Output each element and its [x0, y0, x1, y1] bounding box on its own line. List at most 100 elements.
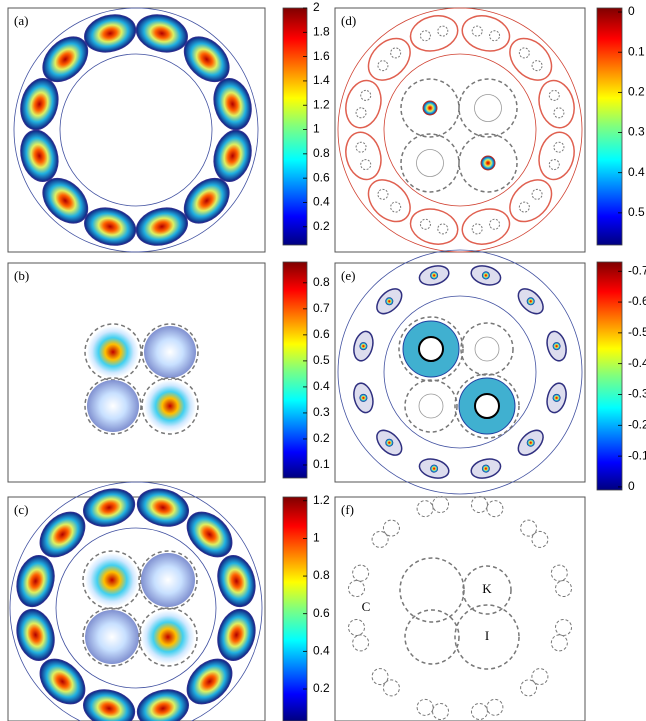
lobe-dot — [430, 464, 439, 473]
colorbar-tick-label: 0.5 — [313, 353, 330, 367]
lobe-shape — [135, 207, 188, 246]
lobe-dot — [531, 60, 543, 72]
lobe — [16, 608, 55, 661]
lobe-shape — [135, 14, 188, 53]
colorbar — [596, 7, 623, 246]
colorbar-tick-label: 0.7 — [313, 301, 330, 315]
colorbar-tick-label: 1.6 — [313, 49, 330, 63]
lobe-shape — [213, 78, 252, 131]
lobe — [348, 564, 370, 598]
lobe — [509, 179, 553, 223]
lobe-dot — [481, 271, 490, 280]
panel-label: (d) — [341, 13, 356, 28]
lobe — [461, 208, 511, 245]
lobe — [20, 78, 59, 131]
colorbar-tick-label: 0.2 — [313, 219, 330, 233]
lobe-shape — [345, 131, 382, 181]
colorbar-tick-label: 1 — [313, 122, 320, 136]
lobe — [183, 36, 230, 83]
orbital-boundary — [458, 78, 518, 138]
lobe — [376, 288, 403, 315]
lobe — [470, 265, 502, 286]
lobe-dot — [432, 702, 450, 720]
orbital-boundary — [404, 379, 458, 433]
lobe-dot — [550, 634, 568, 652]
colorbar-tick-label: 1 — [313, 531, 320, 545]
lobe-dot — [486, 500, 504, 518]
lobe — [418, 458, 450, 479]
panel-label: (e) — [341, 268, 355, 283]
orbital-boundary — [138, 550, 198, 610]
lobe-shape — [83, 488, 136, 527]
annotation: K — [482, 581, 492, 596]
colorbar-tick-label: -0.5 — [628, 325, 646, 339]
lobe — [39, 511, 86, 558]
contour — [59, 53, 213, 207]
lobe — [353, 382, 374, 414]
lobe-shape — [186, 511, 233, 558]
lobe — [409, 15, 459, 52]
orbital — [474, 336, 500, 362]
colorbar — [282, 7, 308, 246]
lobe-dot — [486, 698, 504, 716]
lobe-shape — [217, 555, 256, 608]
lobe-shape — [20, 78, 59, 131]
lobe-dot — [419, 218, 431, 230]
lobe-shape — [186, 658, 233, 705]
lobe — [367, 37, 411, 81]
colorbar-tick-label: 0.2 — [313, 431, 330, 445]
colorbar-tick-label: 0.6 — [313, 327, 330, 341]
lobe — [517, 429, 544, 456]
lobe-shape — [84, 207, 137, 246]
lobe — [213, 129, 252, 182]
lobe-shape — [39, 511, 86, 558]
orbital-boundary — [84, 377, 142, 435]
lobe-shape — [84, 14, 137, 53]
lobe-shape — [183, 36, 230, 83]
orbital-boundary — [400, 78, 460, 138]
orbital-boundary — [141, 377, 199, 435]
colorbar-tick-label: -0.6 — [628, 294, 646, 308]
annotation: C — [362, 599, 371, 614]
lobe — [39, 658, 86, 705]
lobe-shape — [136, 689, 189, 721]
lobe-shape — [39, 658, 86, 705]
colorbar-tick-label: 0.4 — [313, 195, 330, 209]
lobe — [16, 555, 55, 608]
contour — [337, 249, 583, 495]
lobe-dot — [359, 393, 368, 402]
colorbar-tick-label: -0.2 — [628, 417, 646, 431]
orbital-boundary — [404, 609, 460, 665]
colorbar-tick-label: 0.2 — [313, 681, 330, 695]
lobe-dot — [348, 580, 366, 598]
colorbar-tick-label: 1.4 — [313, 73, 330, 87]
colorbar-tick-label: 0.2 — [628, 85, 645, 99]
lobe — [186, 511, 233, 558]
lobe-dot — [526, 438, 535, 447]
orbital — [144, 380, 196, 432]
lobe — [213, 78, 252, 131]
colorbar-tick-label: 0.3 — [313, 405, 330, 419]
orbital — [418, 393, 444, 419]
lobe-dot — [371, 530, 389, 548]
orbital-boundary — [458, 133, 518, 193]
contour — [13, 7, 259, 253]
colorbar-tick-label: 0.4 — [628, 165, 645, 179]
orbital — [141, 553, 195, 607]
lobe — [461, 15, 511, 52]
lobe-dot — [352, 564, 370, 582]
orbital — [141, 610, 195, 664]
lobe-dot — [481, 464, 490, 473]
orbital-boundary — [454, 604, 520, 670]
lobe-dot — [390, 47, 402, 59]
lobe-shape — [345, 79, 382, 129]
colorbar — [596, 261, 623, 491]
colorbar-tick-label: 0.4 — [313, 644, 330, 658]
lobe-shape — [509, 179, 553, 223]
lobe-dot — [550, 564, 568, 582]
colorbar-tick-label: 1.2 — [313, 97, 330, 111]
colorbar-tick-label: 1.2 — [313, 493, 330, 507]
orbital-core — [474, 393, 500, 419]
lobe-shape — [509, 37, 553, 81]
colorbar-tick-label: 0.5 — [628, 205, 645, 219]
